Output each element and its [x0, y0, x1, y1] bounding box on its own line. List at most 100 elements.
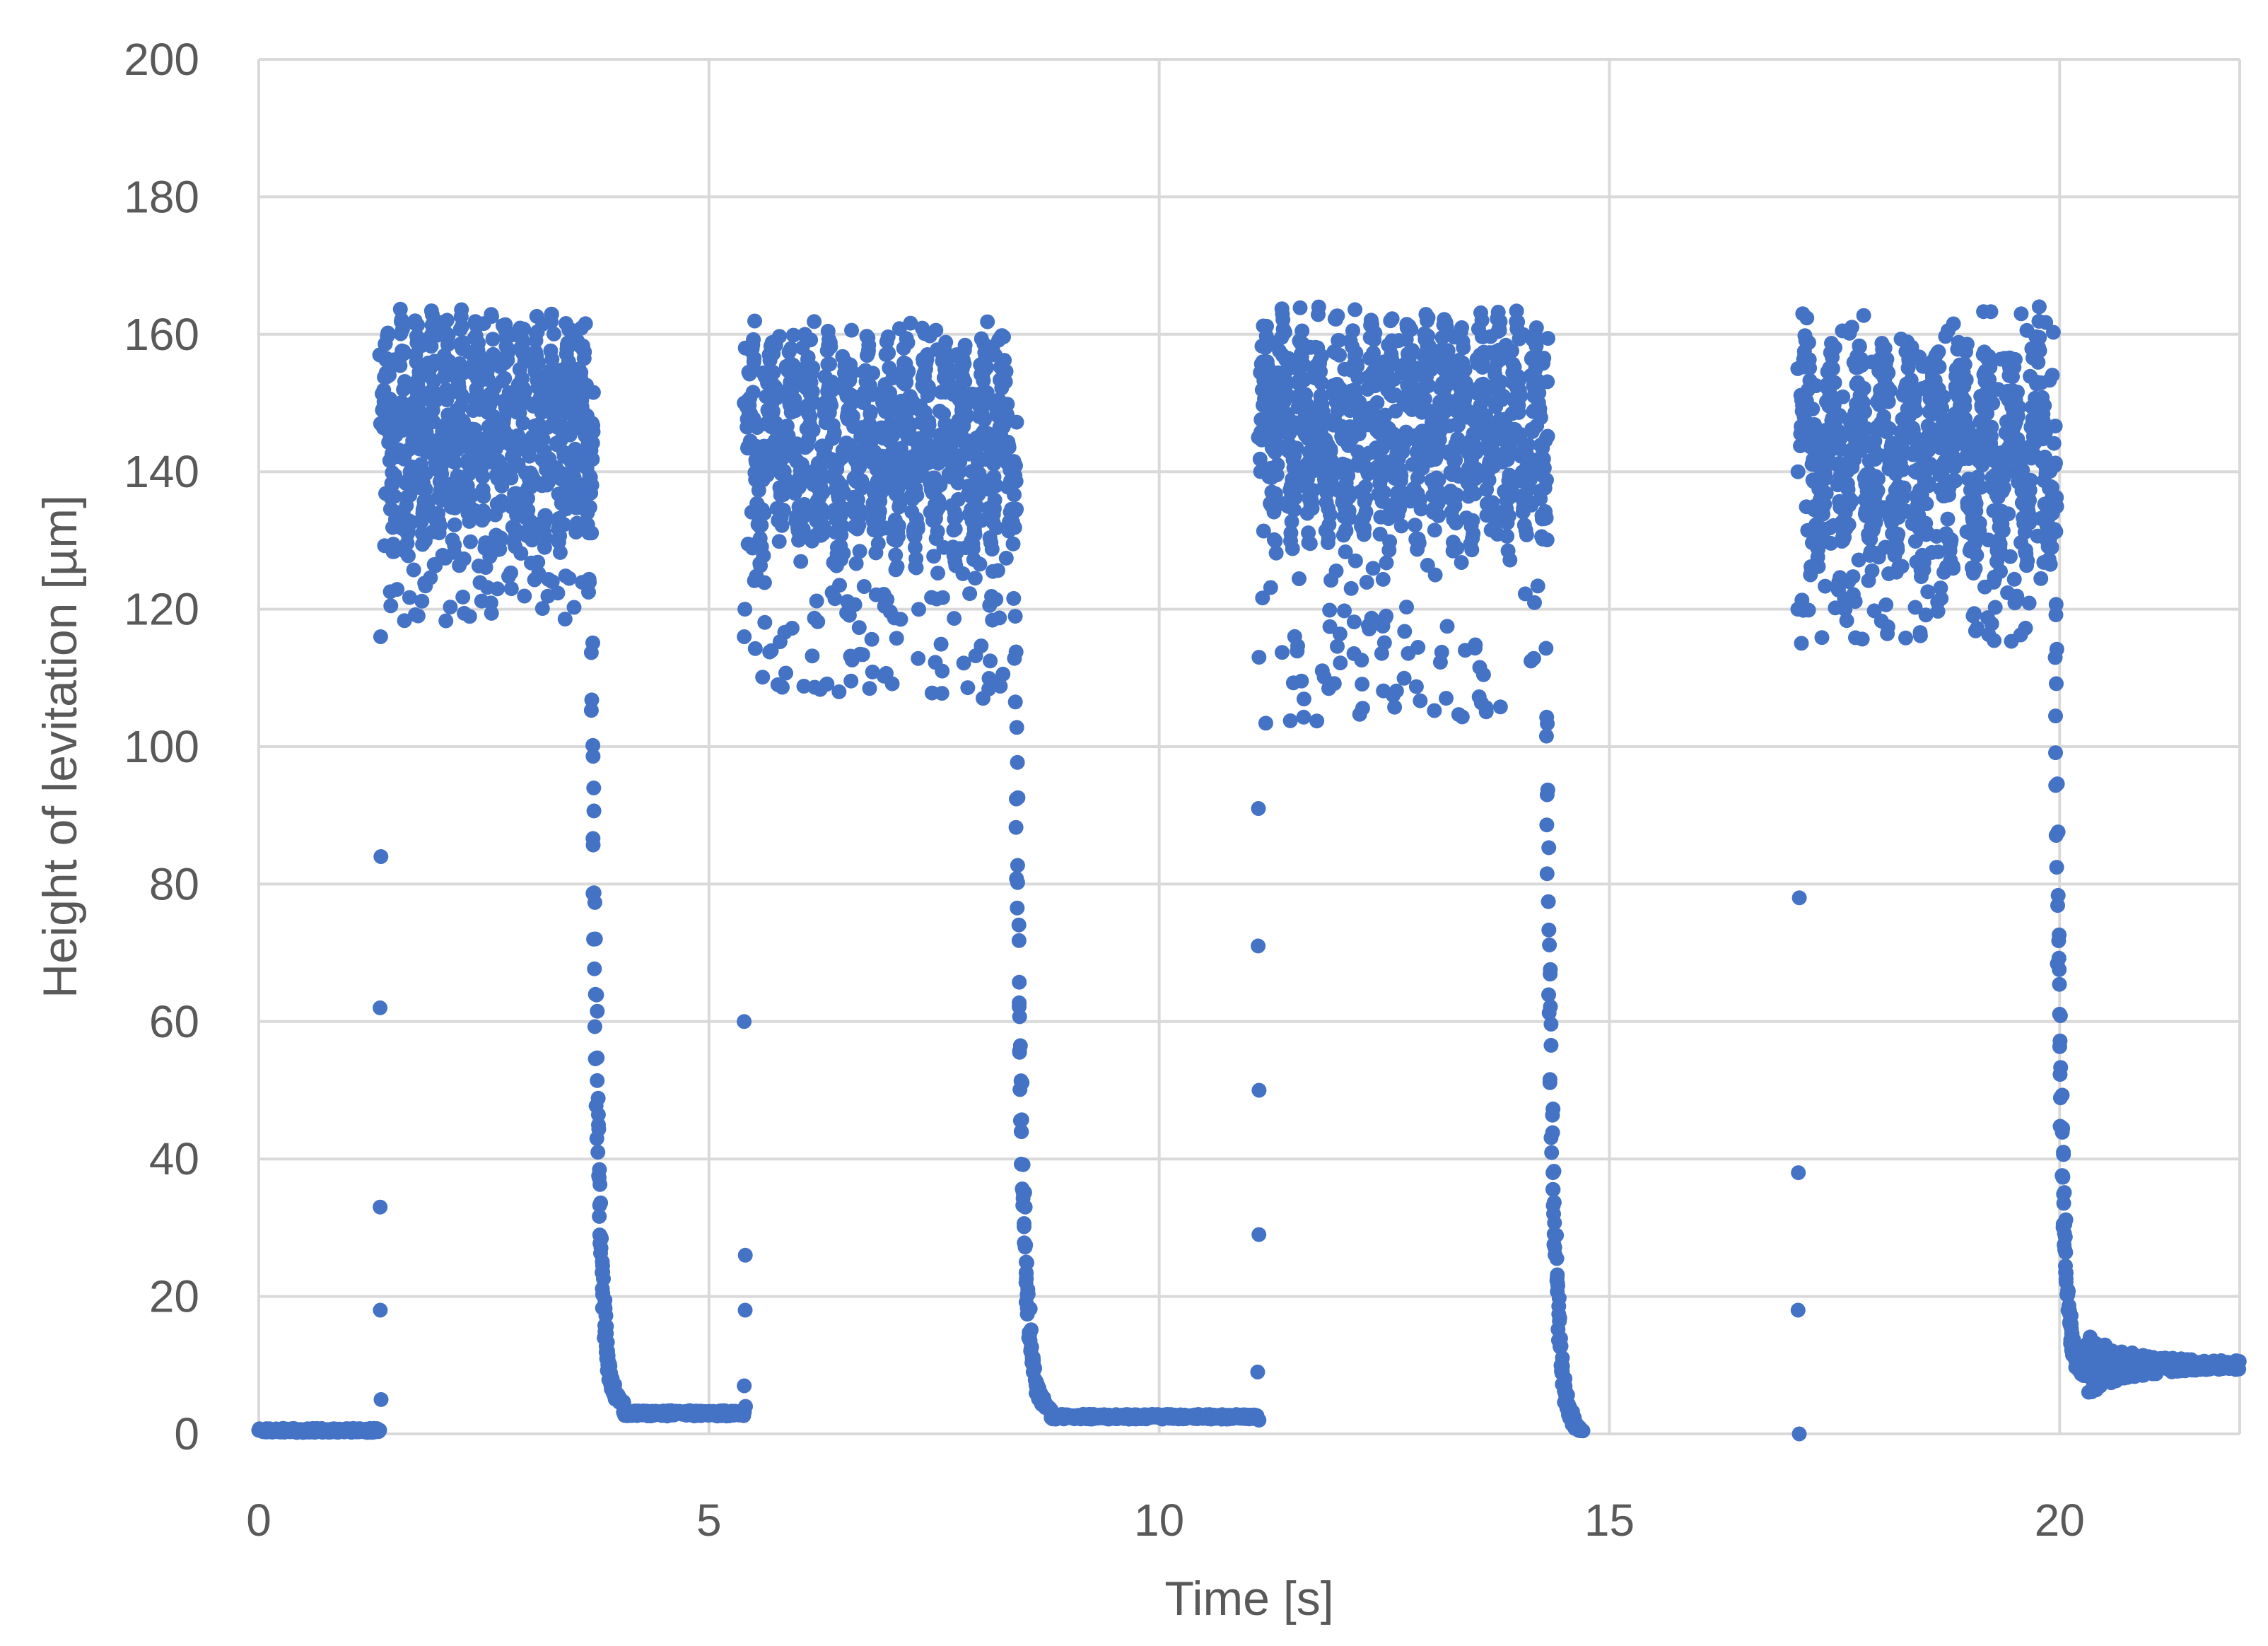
data-point	[848, 556, 864, 571]
data-point	[884, 676, 900, 691]
data-point	[824, 383, 840, 398]
data-point	[1277, 325, 1292, 340]
data-point	[1010, 875, 1025, 890]
data-point	[1358, 491, 1374, 506]
data-point	[793, 554, 809, 569]
data-point	[463, 534, 478, 549]
data-point	[861, 337, 877, 353]
data-point	[1467, 486, 1483, 501]
data-point	[1397, 624, 1413, 639]
data-point	[1017, 1219, 1031, 1234]
data-point	[587, 894, 602, 910]
data-point	[1350, 370, 1366, 385]
data-point	[1282, 713, 1298, 728]
data-point	[1011, 917, 1027, 933]
data-point	[1984, 419, 1999, 435]
x-tick-label: 5	[696, 1495, 722, 1546]
data-point	[544, 574, 560, 590]
data-point	[518, 383, 533, 399]
data-point	[2007, 351, 2023, 367]
data-point	[1540, 374, 1555, 390]
data-point	[908, 560, 924, 576]
data-point	[891, 529, 906, 544]
data-point	[1263, 580, 1278, 595]
data-point	[1918, 607, 1934, 623]
data-point	[1304, 501, 1320, 516]
data-point	[1818, 486, 1834, 501]
data-point	[747, 313, 762, 329]
data-point	[1864, 563, 1880, 578]
data-point	[1000, 397, 1015, 412]
data-point	[1513, 388, 1528, 404]
data-point	[1552, 1310, 1567, 1326]
data-point	[2057, 1185, 2072, 1201]
y-tick-label: 20	[149, 1271, 199, 1322]
data-point	[931, 497, 947, 513]
data-point	[911, 650, 926, 666]
data-point	[1934, 591, 1949, 606]
data-point	[788, 403, 803, 419]
data-point	[807, 314, 822, 329]
data-point	[1878, 597, 1894, 612]
data-point	[525, 532, 540, 548]
data-point	[757, 614, 773, 630]
data-point	[1526, 650, 1541, 666]
data-point	[823, 339, 838, 355]
data-point	[1541, 331, 1555, 346]
data-point	[1818, 470, 1834, 486]
data-point	[756, 575, 772, 590]
data-point	[1968, 561, 1983, 576]
data-point	[486, 348, 502, 363]
data-point	[493, 530, 508, 546]
data-point	[1881, 365, 1896, 380]
data-point	[1330, 638, 1345, 654]
data-point	[1321, 529, 1336, 544]
data-point	[1413, 693, 1428, 708]
data-point	[1423, 362, 1439, 378]
data-point	[561, 571, 577, 586]
data-point	[1854, 631, 1870, 647]
data-point	[1358, 504, 1374, 520]
data-point	[1529, 330, 1545, 346]
data-point	[1492, 699, 1508, 715]
data-point	[962, 586, 978, 602]
data-point	[892, 473, 908, 489]
data-point	[1348, 553, 1363, 568]
data-point	[1972, 515, 1987, 531]
data-point	[1294, 673, 1309, 689]
data-point	[1457, 362, 1473, 378]
data-point	[1801, 335, 1816, 350]
data-point	[1539, 472, 1554, 488]
data-point	[1794, 636, 1809, 651]
data-point	[1545, 1101, 1561, 1116]
data-point	[2048, 607, 2064, 623]
data-point	[583, 703, 599, 718]
data-point	[439, 313, 455, 328]
data-point	[1557, 1371, 1573, 1387]
data-point	[809, 593, 824, 609]
data-point	[447, 517, 462, 532]
data-point	[380, 325, 396, 341]
data-point	[1894, 559, 1910, 574]
data-point	[552, 544, 568, 560]
data-point	[1266, 504, 1282, 520]
data-point	[747, 351, 762, 366]
data-point	[595, 1254, 610, 1269]
data-point	[998, 550, 1014, 566]
data-point	[1970, 620, 1985, 636]
x-tick-label: 0	[246, 1495, 271, 1546]
data-point	[1342, 510, 1357, 526]
data-point	[1333, 655, 1348, 671]
data-point	[960, 680, 976, 696]
data-point	[476, 489, 491, 504]
data-point	[1521, 437, 1536, 453]
y-tick-label: 160	[124, 309, 199, 360]
data-point	[1538, 510, 1554, 526]
data-point	[1259, 318, 1274, 334]
data-point	[1323, 507, 1338, 523]
data-point	[995, 666, 1011, 682]
data-point	[1313, 364, 1328, 379]
data-point	[1541, 1005, 1557, 1021]
data-point	[1014, 1112, 1029, 1128]
data-point	[2033, 571, 2049, 586]
